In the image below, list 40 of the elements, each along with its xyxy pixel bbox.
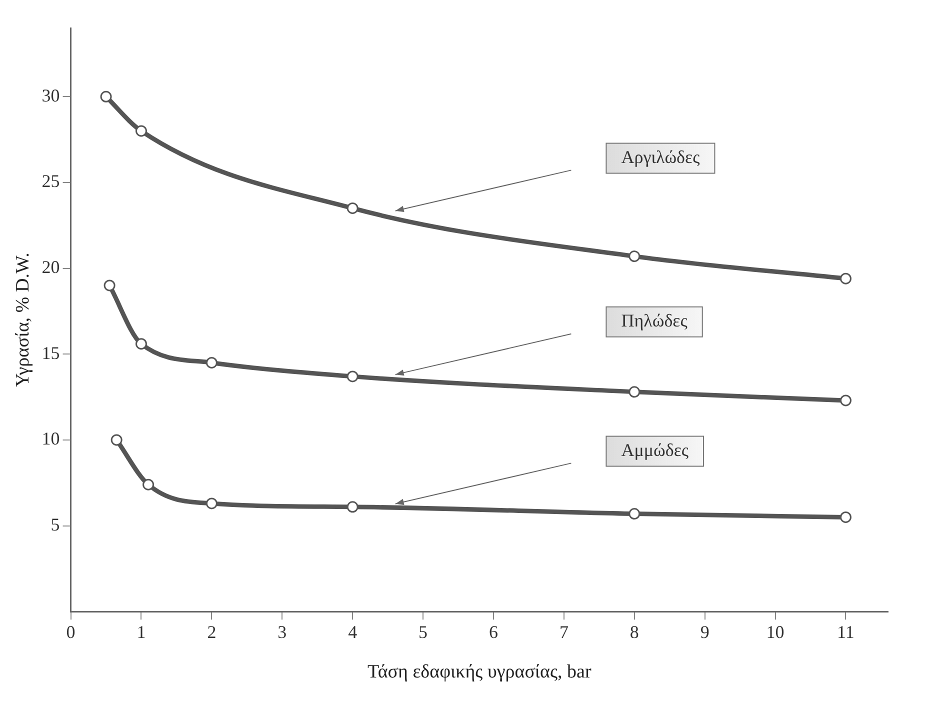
point <box>840 272 852 284</box>
text: Πηλώδες <box>621 310 688 331</box>
point <box>346 370 358 382</box>
x-tick-label: 2 <box>207 622 216 642</box>
point <box>100 90 112 102</box>
x-tick-label: 5 <box>418 622 428 642</box>
point <box>840 394 852 406</box>
x-tick-label: 1 <box>136 622 146 642</box>
y-tick-label: 30 <box>42 85 60 106</box>
y-tick-label: 5 <box>50 514 60 535</box>
point <box>346 202 358 214</box>
point <box>136 125 147 137</box>
y-axis-title: Υγρασία, % D.W. <box>12 252 34 388</box>
point <box>142 478 154 490</box>
x-tick-label: 8 <box>630 622 639 642</box>
point <box>136 338 147 350</box>
point <box>628 508 640 520</box>
x-tick-label: 9 <box>700 622 710 642</box>
x-tick-label: 11 <box>837 622 854 642</box>
x-tick-label: 4 <box>348 622 358 642</box>
text: Αμμώδες <box>621 440 689 460</box>
y-tick-label: 10 <box>42 428 60 449</box>
text: Αργιλώδες <box>621 146 700 167</box>
x-tick-label: 7 <box>559 622 568 642</box>
y-tick-label: 25 <box>42 171 60 192</box>
point <box>840 511 852 523</box>
x-tick-label: 0 <box>66 622 76 642</box>
y-tick-label: 15 <box>42 342 60 363</box>
point <box>346 501 358 513</box>
point <box>206 498 218 510</box>
x-tick-label: 6 <box>488 622 498 642</box>
point <box>628 250 640 262</box>
x-tick-label: 10 <box>766 622 784 642</box>
y-tick-label: 20 <box>42 257 60 278</box>
x-tick-label: 3 <box>278 622 287 642</box>
point <box>110 434 122 446</box>
point <box>104 280 116 292</box>
x-axis-title: Τάση εδαφικής υγρασίας, bar <box>368 662 592 683</box>
point <box>206 356 218 368</box>
point <box>628 386 640 398</box>
